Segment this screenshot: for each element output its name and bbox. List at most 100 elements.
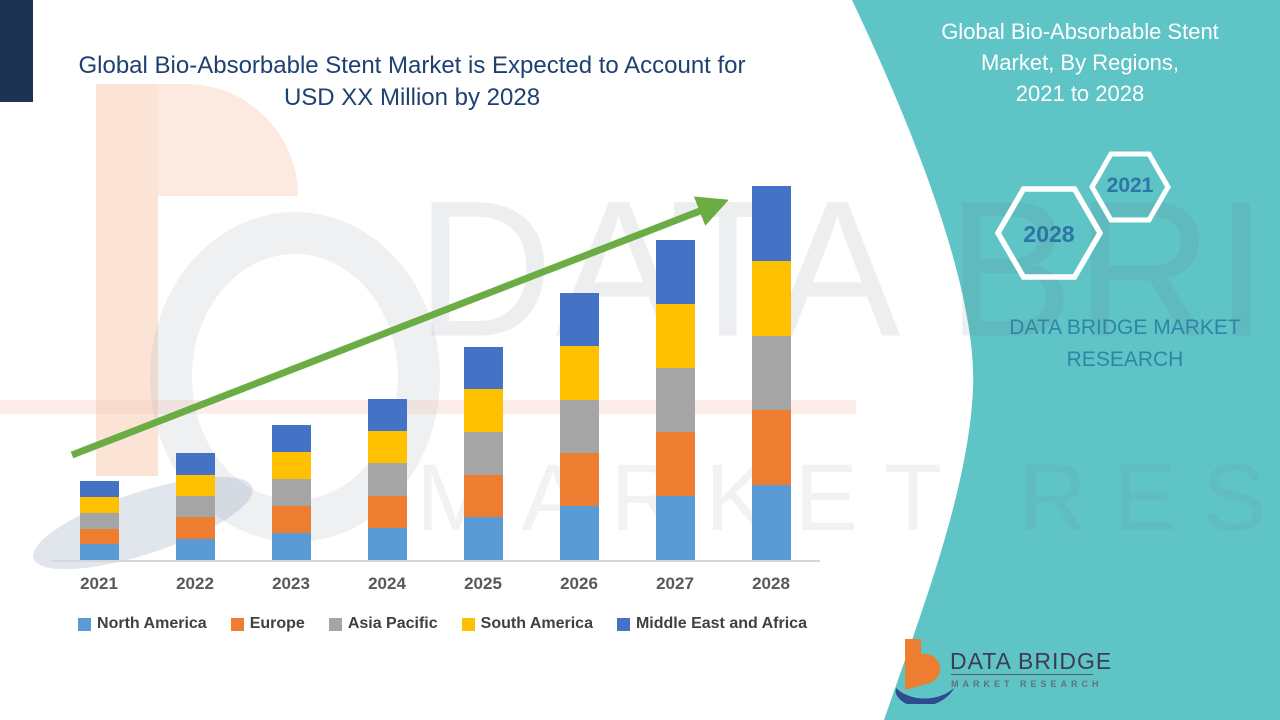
chart-title: Global Bio-Absorbable Stent Market is Ex…	[0, 50, 824, 114]
bar-segment-asia-pacific	[751, 335, 791, 411]
side-panel-shape	[852, 0, 1280, 720]
bar-segment-asia-pacific	[559, 399, 599, 453]
bar-segment-asia-pacific	[79, 512, 119, 529]
bar-2023	[271, 425, 311, 560]
x-axis-line	[52, 560, 820, 562]
logo-b-shape	[905, 639, 940, 690]
panel-brand-text: DATA BRIDGE MARKET RESEARCH	[990, 312, 1260, 376]
legend-swatch	[328, 617, 342, 631]
bar-segment-middle-east-and-africa	[79, 481, 119, 498]
legend-item-south-america: South America	[461, 615, 593, 633]
bar-2021	[79, 481, 119, 560]
bar-segment-south-america	[367, 431, 407, 464]
legend-swatch	[616, 617, 630, 631]
hexagon-year-2028: 2028	[1023, 221, 1075, 247]
legend-item-asia-pacific: Asia Pacific	[328, 615, 438, 633]
hexagon-2021	[1089, 151, 1171, 223]
bar-segment-south-america	[79, 497, 119, 513]
bar-segment-north-america	[79, 544, 119, 560]
bar-segment-middle-east-and-africa	[367, 399, 407, 432]
bar-segment-north-america	[175, 538, 215, 560]
bar-segment-middle-east-and-africa	[271, 425, 311, 453]
bar-segment-europe	[463, 474, 503, 518]
bar-segment-north-america	[559, 506, 599, 560]
legend-label: South America	[480, 615, 593, 632]
bar-segment-middle-east-and-africa	[559, 292, 599, 347]
legend-label: Europe	[249, 615, 305, 632]
bar-segment-europe	[79, 528, 119, 545]
bar-segment-europe	[271, 506, 311, 534]
legend-item-middle-east-and-africa: Middle East and Africa	[616, 615, 807, 633]
bar-segment-north-america	[751, 485, 791, 560]
bar-segment-asia-pacific	[655, 368, 695, 433]
legend-label: North America	[97, 615, 207, 632]
x-label-2022: 2022	[176, 574, 214, 593]
bar-2025	[463, 346, 503, 560]
hexagon-2028	[994, 186, 1104, 280]
bar-segment-south-america	[559, 346, 599, 400]
watermark-underline-band	[0, 400, 856, 414]
chart-title-line1: Global Bio-Absorbable Stent Market is Ex…	[78, 52, 746, 79]
legend-label: Middle East and Africa	[635, 615, 807, 632]
hexagon-badges	[994, 151, 1171, 280]
panel-brand-line2: RESEARCH	[1066, 348, 1184, 371]
footer-logo-tagline: MARKET RESEARCH	[951, 679, 1103, 689]
bar-2022	[175, 453, 215, 560]
bar-segment-south-america	[271, 452, 311, 480]
legend-swatch	[461, 617, 475, 631]
legend-item-north-america: North America	[78, 615, 207, 633]
watermark-logo-stem	[96, 84, 158, 476]
x-label-2028: 2028	[752, 574, 790, 593]
footer-logo-name: DATA BRIDGE	[950, 648, 1113, 674]
bar-segment-north-america	[367, 527, 407, 560]
data-bridge-logo-icon	[895, 639, 954, 704]
x-label-2021: 2021	[80, 574, 118, 593]
bar-segment-europe	[655, 432, 695, 497]
bar-segment-south-america	[175, 474, 215, 497]
bar-segment-middle-east-and-africa	[463, 346, 503, 390]
bar-2027	[655, 240, 695, 560]
bar-segment-europe	[559, 452, 599, 507]
bar-segment-europe	[751, 410, 791, 486]
bar-segment-north-america	[271, 533, 311, 560]
bar-segment-north-america	[655, 496, 695, 560]
panel-title-line2: Market, By Regions,	[980, 50, 1180, 75]
bar-segment-asia-pacific	[271, 479, 311, 507]
legend-label: Asia Pacific	[347, 615, 438, 632]
bar-segment-south-america	[751, 260, 791, 336]
bar-segment-middle-east-and-africa	[655, 240, 695, 305]
panel-title-line3: 2021 to 2028	[1015, 81, 1145, 106]
x-label-2024: 2024	[368, 574, 406, 593]
footer-logo-rule	[951, 674, 1093, 675]
bar-2024	[367, 399, 407, 560]
legend-item-europe: Europe	[230, 615, 305, 633]
bar-segment-middle-east-and-africa	[175, 453, 215, 475]
bar-segment-south-america	[655, 304, 695, 369]
x-label-2027: 2027	[656, 574, 694, 593]
bar-segment-asia-pacific	[175, 496, 215, 518]
bar-segment-europe	[367, 495, 407, 528]
hexagon-year-2021: 2021	[1106, 174, 1154, 197]
corner-accent-bar	[0, 0, 33, 102]
x-label-2026: 2026	[560, 574, 598, 593]
bar-segment-europe	[175, 517, 215, 539]
panel-title: Global Bio-Absorbable Stent Market, By R…	[900, 16, 1260, 109]
logo-swoosh-shape	[895, 688, 954, 704]
x-label-2023: 2023	[272, 574, 310, 593]
bar-segment-south-america	[463, 389, 503, 433]
panel-title-line1: Global Bio-Absorbable Stent	[941, 19, 1219, 44]
chart-legend: North America Europe Asia Pacific South Ame…	[45, 615, 840, 633]
bar-segment-north-america	[463, 517, 503, 560]
panel-brand-line1: DATA BRIDGE MARKET	[1009, 316, 1241, 339]
bar-2026	[559, 292, 599, 560]
legend-swatch	[230, 617, 244, 631]
bar-segment-middle-east-and-africa	[751, 186, 791, 261]
watermark-small-text: MARKET RESEARCH	[416, 445, 1280, 551]
bar-segment-asia-pacific	[463, 432, 503, 475]
legend-swatch	[78, 617, 92, 631]
bar-2028	[751, 186, 791, 560]
chart-title-line2: USD XX Million by 2028	[283, 84, 541, 111]
bar-segment-asia-pacific	[367, 463, 407, 496]
